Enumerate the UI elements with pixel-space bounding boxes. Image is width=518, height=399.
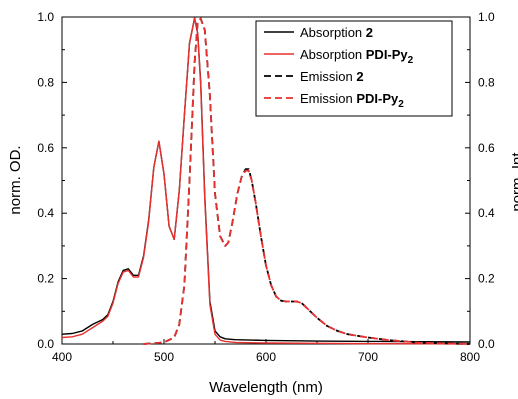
legend-label-text: Absorption — [300, 47, 366, 62]
y-tick-label-right: 0.4 — [478, 206, 495, 220]
legend-label-bold: PDI-Py — [356, 91, 399, 106]
legend-label-text: Emission — [300, 69, 356, 84]
y-tick-label-right: 1.0 — [478, 10, 495, 24]
y-tick-label-left: 0.4 — [37, 206, 54, 220]
y-tick-label-right: 0.0 — [478, 337, 495, 351]
x-tick-label: 800 — [460, 350, 480, 364]
y-tick-label-left: 0.0 — [37, 337, 54, 351]
legend-box — [255, 20, 453, 117]
series-line-1 — [61, 17, 471, 345]
y-tick-label-left: 0.8 — [37, 75, 54, 89]
legend-label: Emission PDI-Py2 — [300, 91, 404, 110]
y-tick-label-left: 0.6 — [37, 141, 54, 155]
legend-label-text: Emission — [300, 91, 356, 106]
series-layer — [61, 17, 471, 345]
y-tick-label-right: 0.8 — [478, 75, 495, 89]
legend-label-subscript: 2 — [398, 99, 404, 110]
series-line-3 — [143, 17, 471, 345]
legend-label: Absorption PDI-Py2 — [300, 47, 414, 66]
legend-label: Emission 2 — [300, 69, 364, 84]
y-tick-label-right: 0.2 — [478, 272, 495, 286]
x-tick-label: 500 — [154, 350, 174, 364]
y-axis-title-left: norm. OD. — [7, 145, 24, 214]
legend-label-text: Absorption — [300, 25, 366, 40]
y-tick-label-right: 0.6 — [478, 141, 495, 155]
y-tick-label-left: 0.2 — [37, 272, 54, 286]
x-axis-title: Wavelength (nm) — [209, 379, 323, 396]
legend-label-bold: 2 — [366, 25, 373, 40]
y-axis-title-right: norm. Int. — [509, 148, 518, 211]
x-tick-label: 400 — [52, 350, 72, 364]
legend-label-bold: 2 — [356, 69, 363, 84]
x-tick-label: 700 — [358, 350, 378, 364]
legend-label: Absorption 2 — [300, 25, 373, 40]
x-tick-label: 600 — [256, 350, 276, 364]
y-tick-label-left: 1.0 — [37, 10, 54, 24]
legend-label-bold: PDI-Py — [366, 47, 409, 62]
legend-label-subscript: 2 — [408, 55, 414, 66]
